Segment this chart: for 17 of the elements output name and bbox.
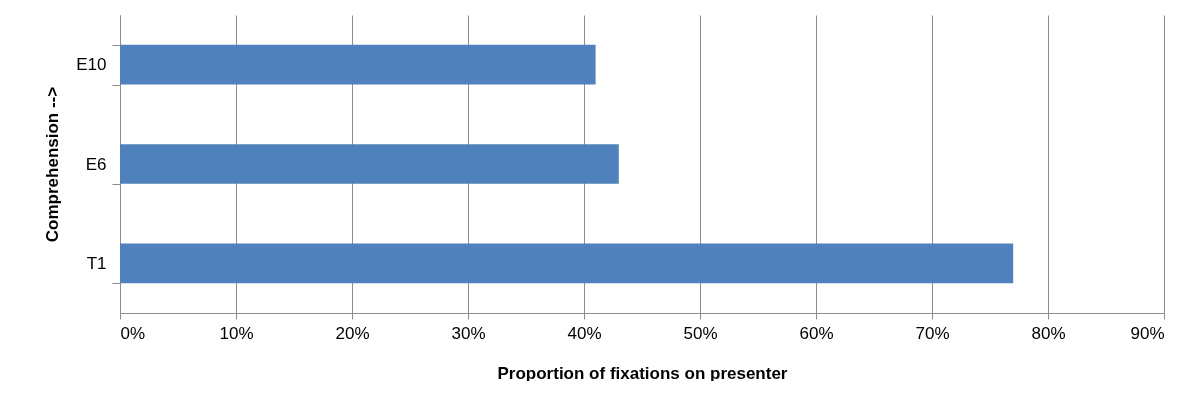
bar	[120, 44, 596, 85]
bar	[120, 243, 1014, 284]
x-tick-label: 80%	[1031, 323, 1066, 343]
y-tick-label: T1	[86, 253, 107, 273]
x-tick-label: 40%	[567, 323, 602, 343]
x-tick-label: 10%	[219, 323, 254, 343]
x-tick-label: 20%	[335, 323, 370, 343]
y-tick-label: E10	[76, 55, 107, 75]
y-tick-label: E6	[85, 154, 107, 174]
bar	[120, 144, 619, 184]
x-tick-label: 90%	[1130, 323, 1165, 343]
x-tick-label: 30%	[451, 323, 486, 343]
x-tick-label: 70%	[915, 323, 950, 343]
x-tick-label: 60%	[799, 323, 834, 343]
x-tick-label: 50%	[683, 323, 718, 343]
y-axis-title: Comprehension -->	[43, 86, 63, 243]
x-tick-label: 0%	[120, 323, 146, 343]
